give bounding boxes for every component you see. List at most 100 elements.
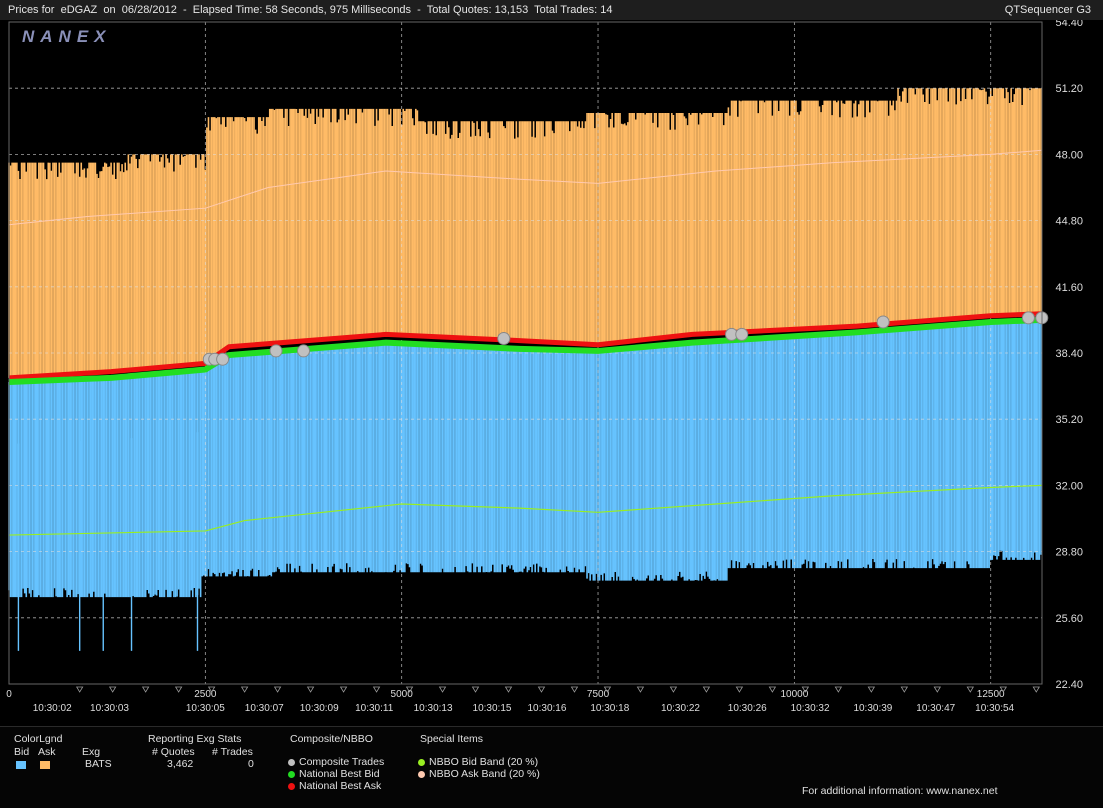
nbbo-bid-band-marker: [418, 759, 425, 766]
quotes-column-header: # Quotes: [152, 746, 195, 758]
national-best-ask-marker: [288, 783, 295, 790]
exchange-trades: 0: [248, 758, 254, 770]
x-axis-trade-tick: [768, 686, 777, 693]
exchange-quotes: 3,462: [167, 758, 194, 770]
composite-trades-label: Composite Trades: [299, 756, 385, 768]
exg-column-header: Exg: [82, 746, 101, 758]
nbbo-ask-band-label: NBBO Ask Band (20 %): [429, 768, 540, 780]
x-axis-trade-tick: [240, 686, 249, 693]
special-items-title: Special Items: [420, 733, 484, 745]
x-axis-time-label: 10:30:09: [300, 703, 339, 714]
x-axis-time-label: 10:30:22: [661, 703, 700, 714]
x-axis-time-label: 10:30:11: [355, 703, 394, 714]
footer-info: For additional information: www.nanex.ne…: [802, 785, 998, 797]
y-axis-tick-label: 41.60: [1055, 282, 1083, 294]
x-axis-trade-tick: [867, 686, 876, 693]
bid-legend-label: Bid: [14, 746, 30, 758]
x-axis-trade-tick: [636, 686, 645, 693]
composite-nbbo-title: Composite/NBBO: [290, 733, 373, 745]
plot-border: [8, 21, 1043, 685]
composite-trade-marker: [216, 352, 230, 366]
x-axis-time-label: 10:30:47: [916, 703, 955, 714]
app-name: QTSequencer G3: [1004, 4, 1091, 16]
x-axis-trade-tick: [735, 686, 744, 693]
color-legend-title: ColorLgnd: [14, 733, 63, 745]
exg-stats-title: Reporting Exg Stats: [148, 733, 242, 745]
legend-panel: ColorLgnd Bid Ask Reporting Exg Stats Ex…: [0, 726, 1103, 808]
x-axis-trade-tick: [537, 686, 546, 693]
trades-column-header: # Trades: [212, 746, 253, 758]
national-best-bid-line: [8, 316, 1043, 385]
x-axis-trade-tick: [669, 686, 678, 693]
x-axis-time-label: 10:30:05: [186, 703, 225, 714]
title-bar: Prices for eDGAZ on 06/28/2012 - Elapsed…: [0, 0, 1103, 20]
x-axis-time-label: 10:30:07: [245, 703, 284, 714]
x-axis-trade-tick: [108, 686, 117, 693]
nbbo-bid-band-label: NBBO Bid Band (20 %): [429, 756, 539, 768]
x-axis-trade-tick: [900, 686, 909, 693]
y-axis-tick-label: 51.20: [1055, 83, 1083, 95]
x-axis-time-label: 10:30:26: [728, 703, 767, 714]
exchange-name: BATS: [85, 758, 112, 770]
x-axis-count-label: 7500: [587, 689, 610, 700]
y-axis-tick-label: 48.00: [1055, 149, 1083, 161]
x-axis-time-label: 10:30:16: [528, 703, 567, 714]
x-axis-trade-tick: [999, 686, 1007, 693]
x-axis-trade-tick: [702, 686, 711, 693]
y-axis-tick-label: 44.80: [1055, 216, 1083, 228]
composite-trades-marker: [288, 759, 295, 766]
y-axis-tick-label: 22.40: [1055, 679, 1083, 691]
national-best-bid-marker: [288, 771, 295, 778]
bid-color-swatch: [16, 761, 26, 769]
national-best-ask-label: National Best Ask: [299, 780, 382, 792]
x-axis-count-label: 12500: [977, 689, 1005, 700]
x-axis-time-label: 10:30:03: [90, 703, 129, 714]
composite-trade-marker: [297, 344, 311, 358]
ask-legend-label: Ask: [38, 746, 56, 758]
x-axis-trade-tick: [207, 686, 216, 693]
x-axis-count-label: 10000: [780, 689, 808, 700]
x-axis-trade-tick: [834, 686, 843, 693]
y-axis-tick-label: 35.20: [1055, 414, 1083, 426]
x-axis-trade-tick: [801, 686, 810, 693]
x-axis-trade-tick: [174, 686, 183, 693]
x-axis-time-label: 10:30:32: [791, 703, 830, 714]
x-axis-count-label: 0: [6, 689, 12, 700]
nbbo-ask-band-line: [8, 149, 1043, 226]
x-axis-trade-tick: [339, 686, 348, 693]
x-axis-time-label: 10:30:39: [853, 703, 892, 714]
composite-trade-marker: [876, 315, 890, 329]
x-axis-trade-tick: [603, 686, 612, 693]
composite-trade-marker: [1021, 311, 1035, 325]
x-axis-trade-tick: [372, 686, 381, 693]
x-axis-trade-tick: [306, 686, 315, 693]
x-axis-count-label: 5000: [391, 689, 414, 700]
nanex-logo: NANEX: [22, 27, 112, 46]
composite-trade-marker: [735, 327, 749, 341]
x-axis-time-label: 10:30:02: [33, 703, 72, 714]
x-axis-time-label: 10:30:18: [590, 703, 629, 714]
x-axis-time-label: 10:30:13: [414, 703, 453, 714]
y-axis-tick-label: 28.80: [1055, 547, 1083, 559]
y-axis-tick-label: 32.00: [1055, 480, 1083, 492]
x-axis-time-label: 10:30:15: [473, 703, 512, 714]
price-chart: NANEX 54.40 51.20 48.00 44.80 41.60 38.40 35.20…: [6, 20, 1083, 714]
x-axis-trade-tick: [933, 686, 942, 693]
national-best-ask-line: [8, 311, 1043, 381]
x-axis-trade-tick: [966, 686, 975, 693]
x-axis-time-label: 10:30:54: [975, 703, 1014, 714]
x-axis-trade-tick: [75, 686, 84, 693]
nbbo-ask-band-marker: [418, 771, 425, 778]
y-axis-tick-label: 54.40: [1055, 20, 1083, 29]
x-axis-trade-tick: [273, 686, 282, 693]
x-axis-trade-tick: [1032, 686, 1040, 693]
x-axis-trade-tick: [570, 686, 579, 693]
composite-trade-marker: [269, 344, 283, 358]
ask-color-swatch: [40, 761, 50, 769]
x-axis-count-label: 2500: [194, 689, 217, 700]
x-axis-trade-tick: [405, 686, 414, 693]
composite-trade-marker: [497, 332, 511, 346]
x-axis-trade-tick: [141, 686, 150, 693]
y-axis-tick-label: 25.60: [1055, 613, 1083, 625]
x-axis-trade-tick: [438, 686, 447, 693]
